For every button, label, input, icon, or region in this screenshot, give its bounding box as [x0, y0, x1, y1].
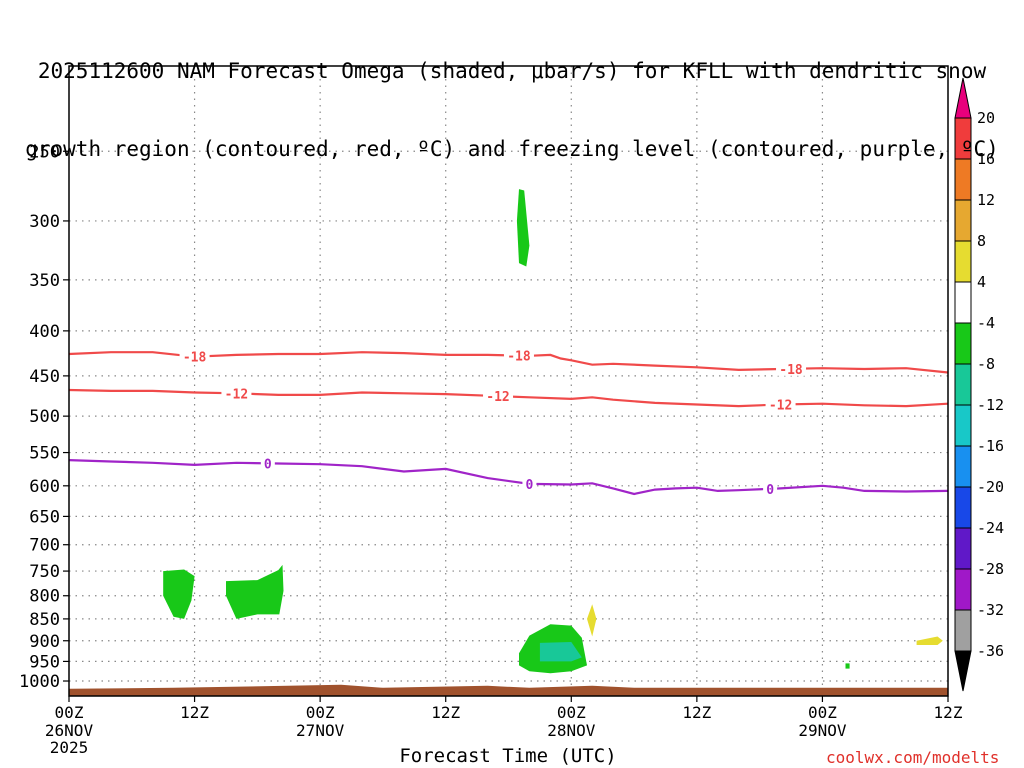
colorbar-label-11: -28 [977, 560, 1004, 578]
x-tick-label-6: 00Z [808, 703, 837, 722]
contour-label-0-1: -18 [507, 350, 531, 365]
x-tick-date-0: 26NOV [45, 721, 94, 740]
y-tick-label-14: 950 [29, 652, 60, 672]
omega-region-7 [916, 636, 943, 645]
x-tick-label-2: 00Z [306, 703, 335, 722]
contour-label-2-0: 0 [264, 457, 272, 472]
omega-region-2 [516, 189, 530, 267]
y-tick-label-13: 900 [29, 632, 60, 652]
title-line-1: 2025112600 NAM Forecast Omega (shaded, μ… [37, 59, 987, 83]
x-tick-date-6: 29NOV [798, 721, 847, 740]
credit-link[interactable]: coolwx.com/modelts [826, 748, 1000, 767]
contour-label-bg-2-1 [522, 475, 537, 491]
x-tick-date-4: 28NOV [547, 721, 596, 740]
colorbar-label-13: -36 [977, 642, 1004, 660]
plot-area: -18 -18 -18 -12 -12 -12 0 0 0 250 300 350 400 450 500 5… [19, 65, 963, 757]
colorbar-box-7 [954, 404, 972, 447]
contour-label-bg-0-2 [776, 360, 807, 376]
colorbar-label-4: 4 [977, 273, 986, 291]
colorbar-label-7: -12 [977, 396, 1004, 414]
colorbar: 20 16 12 8 4 -4 -8 -12 -16 -20 -24 -28 -32 -36 [954, 77, 1004, 692]
colorbar-box-5 [954, 322, 972, 365]
y-tick-label-6: 550 [29, 444, 60, 464]
y-tick-label-10: 750 [29, 562, 60, 582]
colorbar-label-2: 12 [977, 191, 995, 209]
colorbar-box-11 [954, 568, 972, 611]
omega-region-4 [539, 642, 582, 662]
x-tick-date-2: 27NOV [296, 721, 345, 740]
y-tick-label-5: 500 [29, 407, 60, 427]
x-tick-label-5: 12Z [682, 703, 711, 722]
omega-region-0 [163, 569, 195, 619]
colorbar-box-4 [954, 281, 972, 324]
plot-frame [68, 65, 949, 697]
y-tick-label-2: 350 [29, 271, 60, 291]
terrain-fill [69, 684, 948, 696]
contour-label-0-0: -18 [183, 351, 207, 366]
x-tick-label-4: 00Z [557, 703, 586, 722]
y-tick-label-4: 450 [29, 367, 60, 387]
y-tick-label-9: 700 [29, 536, 60, 556]
x-tick-label-3: 12Z [431, 703, 460, 722]
y-tick-label-7: 600 [29, 477, 60, 497]
colorbar-label-5: -4 [977, 314, 995, 332]
colorbar-box-8 [954, 445, 972, 488]
colorbar-box-10 [954, 527, 972, 570]
omega-region-1 [226, 564, 284, 619]
y-tick-label-15: 1000 [19, 672, 60, 692]
title-line-2: growth region (contoured, red, ºC) and f… [25, 137, 999, 161]
chart-title: 2025112600 NAM Forecast Omega (shaded, μ… [0, 6, 1024, 188]
contour-label-bg-2-0 [260, 455, 275, 471]
contour-label-bg-1-2 [765, 396, 796, 412]
contour-label-0-2: -18 [779, 363, 803, 378]
y-tick-label-1: 300 [29, 212, 60, 232]
contour-label-bg-1-0 [221, 385, 252, 401]
colorbar-label-3: 8 [977, 232, 986, 250]
omega-region-5 [845, 663, 850, 669]
x-tick-label-0: 00Z [55, 703, 84, 722]
contour-label-2-1: 0 [526, 478, 534, 493]
contour-label-2-2: 0 [766, 483, 774, 498]
colorbar-box-9 [954, 486, 972, 529]
colorbar-box-12 [954, 609, 972, 652]
colorbar-label-8: -16 [977, 437, 1004, 455]
x-tick-year-0: 2025 [50, 738, 89, 757]
colorbar-box-6 [954, 363, 972, 406]
colorbar-label-9: -20 [977, 478, 1004, 496]
y-tick-label-3: 400 [29, 322, 60, 342]
x-tick-label-7: 12Z [934, 703, 963, 722]
colorbar-label-10: -24 [977, 519, 1004, 537]
contour-label-bg-0-0 [179, 348, 210, 364]
colorbar-label-6: -8 [977, 355, 995, 373]
contour-label-bg-0-1 [503, 347, 534, 363]
contour-label-1-0: -12 [225, 387, 248, 402]
y-tick-label-0: 250 [29, 142, 60, 162]
contour-label-bg-1-1 [483, 388, 514, 404]
contour-line-0 [68, 459, 949, 496]
contour-label-1-2: -12 [769, 399, 792, 414]
contour-label-1-1: -12 [486, 390, 509, 405]
y-tick-label-12: 850 [29, 610, 60, 630]
colorbar-box-3 [954, 240, 972, 283]
omega-region-6 [587, 604, 597, 637]
y-tick-label-8: 650 [29, 507, 60, 527]
y-tick-label-11: 800 [29, 587, 60, 607]
contour-label-bg-2-2 [763, 480, 778, 496]
colorbar-bottom-arrow [954, 650, 972, 692]
colorbar-label-12: -32 [977, 601, 1004, 619]
colorbar-box-2 [954, 199, 972, 242]
colorbar-label-0: 20 [977, 109, 995, 127]
x-tick-label-1: 12Z [180, 703, 209, 722]
colorbar-label-1: 16 [977, 150, 995, 168]
x-axis-label: Forecast Time (UTC) [399, 745, 617, 767]
